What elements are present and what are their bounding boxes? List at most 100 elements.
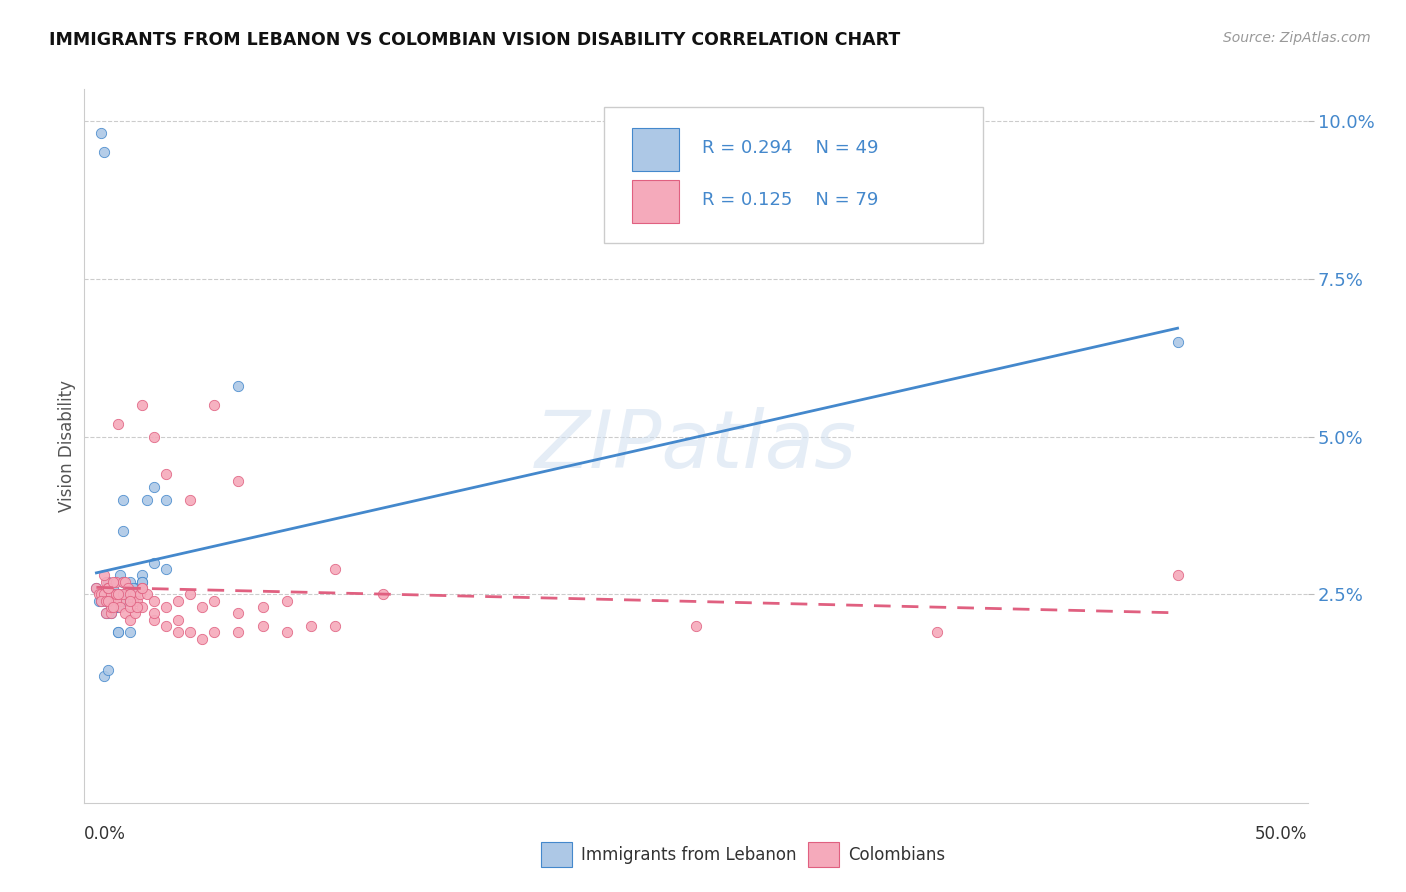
Point [97,574,120,589]
Point [100,600,122,615]
Point [143,593,166,607]
Point [90,593,112,607]
Point [127,593,149,607]
Point [136,492,159,507]
Point [103,581,125,595]
Point [131,581,153,595]
Point [100,587,122,601]
Point [107,600,129,615]
Text: Immigrants from Lebanon: Immigrants from Lebanon [581,846,796,863]
Point [100,607,122,621]
Point [94,593,117,607]
Point [97,607,120,621]
Bar [633,180,679,223]
Text: IMMIGRANTS FROM LEBANON VS COLOMBIAN VISION DISABILITY CORRELATION CHART: IMMIGRANTS FROM LEBANON VS COLOMBIAN VIS… [49,31,900,49]
Point [104,593,127,607]
Point [104,574,127,589]
Point [124,587,146,601]
Point [155,492,177,507]
Point [93,568,115,582]
Point [131,574,153,589]
Point [107,587,129,601]
Point [110,593,132,607]
Point [93,669,115,683]
Text: R = 0.294    N = 49: R = 0.294 N = 49 [702,139,879,157]
Point [94,587,117,601]
Point [155,619,177,633]
Point [155,600,177,615]
Point [143,480,166,494]
Point [117,581,139,595]
Point [90,127,112,141]
Point [104,593,127,607]
Point [191,600,214,615]
Point [90,593,112,607]
Point [94,574,117,589]
Point [111,492,134,507]
Point [107,625,129,640]
Point [103,574,125,589]
Point [103,600,125,615]
Point [94,607,117,621]
Point [120,625,142,640]
Text: ZIPatlas: ZIPatlas [534,407,858,485]
Point [167,613,190,627]
Point [167,625,190,640]
Point [323,562,346,576]
Point [128,587,150,601]
Point [202,625,225,640]
Point [131,568,153,582]
Point [94,593,117,607]
Point [97,581,120,595]
Point [143,429,166,443]
Point [276,593,298,607]
Point [202,593,225,607]
Point [87,587,110,601]
Point [114,593,136,607]
Point [120,613,142,627]
Point [107,587,129,601]
Point [110,600,132,615]
Y-axis label: Vision Disability: Vision Disability [58,380,76,512]
Point [93,145,115,160]
Point [111,574,134,589]
Point [120,574,142,589]
Point [121,593,143,607]
Point [120,587,142,601]
Point [252,600,274,615]
Point [228,607,250,621]
Point [1167,334,1189,349]
Text: 50.0%: 50.0% [1256,825,1308,843]
Point [252,619,274,633]
Point [131,398,153,412]
Point [124,607,146,621]
Point [100,600,122,615]
Point [94,607,117,621]
Point [167,593,190,607]
Point [86,581,108,595]
Point [121,593,143,607]
Point [100,607,122,621]
Point [87,593,110,607]
Text: 0.0%: 0.0% [84,825,127,843]
Point [136,587,159,601]
Text: R = 0.125    N = 79: R = 0.125 N = 79 [702,191,879,209]
Point [276,625,298,640]
Point [111,587,134,601]
Point [179,492,201,507]
Point [127,581,149,595]
Point [299,619,322,633]
Point [114,607,136,621]
Point [131,600,153,615]
Point [114,574,136,589]
Point [155,562,177,576]
Point [131,574,153,589]
Point [117,581,139,595]
Point [104,587,127,601]
Point [323,619,346,633]
Point [97,581,120,595]
Text: Source: ZipAtlas.com: Source: ZipAtlas.com [1223,31,1371,45]
Point [103,587,125,601]
Point [131,581,153,595]
Text: Colombians: Colombians [848,846,945,863]
